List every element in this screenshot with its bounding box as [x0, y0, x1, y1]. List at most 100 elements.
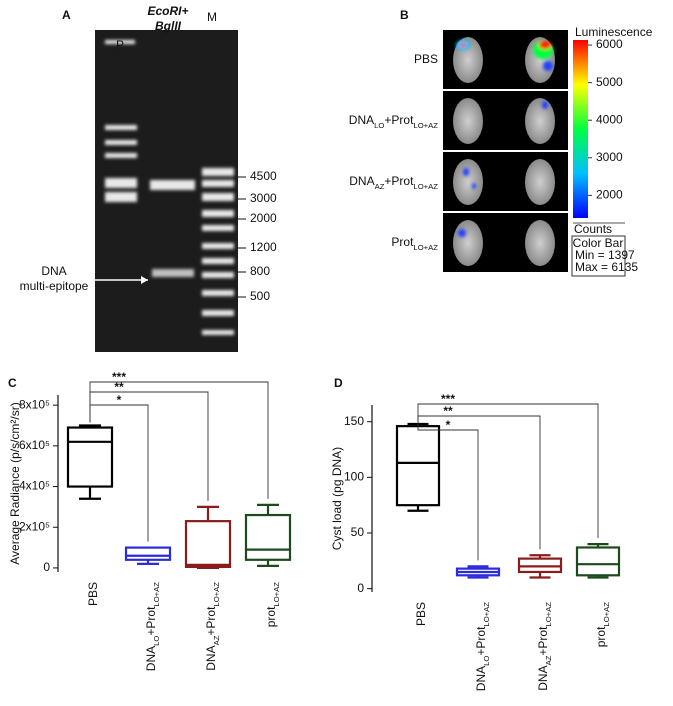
- box: [184, 520, 232, 569]
- y-tick-label: 4x10⁵: [19, 479, 50, 493]
- lane-label: BglII: [155, 19, 182, 33]
- box: [517, 557, 563, 574]
- colorbar-tick-label: 3000: [596, 150, 623, 164]
- colorbar-title: Luminescence: [575, 25, 653, 39]
- box: [124, 546, 172, 561]
- significance-bracket: [417, 420, 479, 561]
- arrow-label: multi-epitope: [20, 279, 89, 293]
- colorbar-box-title: Color Bar: [573, 236, 624, 250]
- subscript: LO: [152, 636, 161, 646]
- panel-letter: A: [62, 8, 71, 22]
- colorbar-tick-label: 6000: [596, 37, 623, 51]
- significance-label: **: [443, 404, 453, 418]
- x-tick-label: DNAAZ+ProtLO+AZ: [536, 602, 552, 691]
- text-part: +Prot: [536, 626, 550, 656]
- colorbar-tick-label: 4000: [596, 112, 623, 126]
- ladder-label: 500: [250, 289, 270, 303]
- arrow-label: DNA: [41, 264, 66, 278]
- y-axis-label: Cyst load (pg DNA): [330, 447, 344, 550]
- subscript: LO+AZ: [413, 121, 438, 130]
- y-tick-label: 50: [351, 525, 365, 539]
- y-tick-label: 8x10⁵: [19, 397, 50, 411]
- subscript: LO+AZ: [482, 602, 491, 627]
- text-part: DNA: [474, 666, 488, 691]
- box: [575, 546, 621, 577]
- subscript: LO+AZ: [544, 602, 553, 627]
- subscript: AZ: [212, 635, 221, 645]
- text-part: PBS: [414, 602, 428, 626]
- subscript: LO+AZ: [272, 582, 281, 607]
- panel-letter: C: [8, 376, 17, 390]
- text-part: Prot: [391, 235, 414, 249]
- significance-label: *: [117, 393, 122, 407]
- subscript: LO+AZ: [413, 182, 438, 191]
- y-tick-label: 2x10⁵: [19, 519, 50, 533]
- y-tick-label: 100: [344, 470, 364, 484]
- text-part: DNA: [536, 665, 550, 690]
- row-label: ProtLO+AZ: [391, 235, 438, 251]
- significance-label: **: [114, 380, 124, 394]
- imaging-panels: [443, 30, 626, 277]
- subscript: LO: [482, 656, 491, 666]
- subscript: LO+AZ: [152, 582, 161, 607]
- y-axis-label: Average Radiance (p/s/cm²/sr): [8, 402, 22, 565]
- subscript: AZ: [544, 655, 553, 665]
- gel-image: [92, 30, 238, 352]
- text-part: PBS: [414, 52, 438, 66]
- box: [395, 425, 441, 507]
- x-tick-label: DNALO+ProtLO+AZ: [474, 602, 490, 691]
- y-tick-label: 150: [344, 414, 364, 428]
- subscript: AZ: [375, 182, 385, 191]
- box: [244, 513, 292, 561]
- subscript: LO+AZ: [602, 602, 611, 627]
- x-tick-label: protLO+AZ: [594, 602, 610, 648]
- ladder-label: 800: [250, 264, 270, 278]
- panel-letter: B: [400, 8, 409, 22]
- colorbar-min: Min = 1397: [575, 248, 635, 262]
- text-part: +Prot: [204, 606, 218, 636]
- x-tick-label: protLO+AZ: [264, 582, 280, 628]
- lane-label: M: [207, 10, 217, 24]
- text-part: +Prot: [384, 113, 414, 127]
- subscript: LO+AZ: [413, 243, 438, 252]
- box: [66, 426, 114, 488]
- x-tick-label: PBS: [86, 582, 100, 606]
- colorbar-max: Max = 6135: [575, 260, 638, 274]
- lane-label: P: [116, 38, 124, 52]
- significance-label: *: [446, 418, 451, 432]
- x-tick-label: DNAAZ+ProtLO+AZ: [204, 582, 220, 671]
- text-part: +Prot: [384, 174, 414, 188]
- text-part: +Prot: [474, 626, 488, 656]
- significance-bracket: [89, 381, 269, 499]
- text-part: DNA: [349, 174, 374, 188]
- y-tick-label: 0: [43, 560, 50, 574]
- significance-bracket: [417, 403, 599, 539]
- ladder-label: 3000: [250, 191, 277, 205]
- text-part: DNA: [204, 645, 218, 670]
- lane-label: EcoRI+: [147, 4, 188, 18]
- x-tick-label: PBS: [414, 602, 428, 626]
- text-part: DNA: [144, 646, 158, 671]
- row-label: DNALO+ProtLO+AZ: [349, 113, 438, 129]
- subscript: LO+AZ: [212, 582, 221, 607]
- row-label: PBS: [414, 52, 438, 66]
- significance-label: ***: [112, 370, 126, 384]
- ladder-label: 1200: [250, 240, 277, 254]
- colorbar-tick-label: 5000: [596, 75, 623, 89]
- row-label: DNAAZ+ProtLO+AZ: [349, 174, 438, 190]
- colorbar-units: Counts: [574, 222, 612, 236]
- subscript: LO: [374, 121, 384, 130]
- colorbar-tick-label: 2000: [596, 188, 623, 202]
- text-part: +Prot: [144, 606, 158, 636]
- text-part: DNA: [349, 113, 374, 127]
- significance-label: ***: [441, 392, 455, 406]
- y-tick-label: 0: [357, 581, 364, 595]
- text-part: PBS: [86, 582, 100, 606]
- x-tick-label: DNALO+ProtLO+AZ: [144, 582, 160, 671]
- text-part: prot: [594, 626, 608, 647]
- y-tick-label: 6x10⁵: [19, 438, 50, 452]
- panel-letter: D: [334, 376, 343, 390]
- ladder-label: 4500: [250, 169, 277, 183]
- ladder-label: 2000: [250, 211, 277, 225]
